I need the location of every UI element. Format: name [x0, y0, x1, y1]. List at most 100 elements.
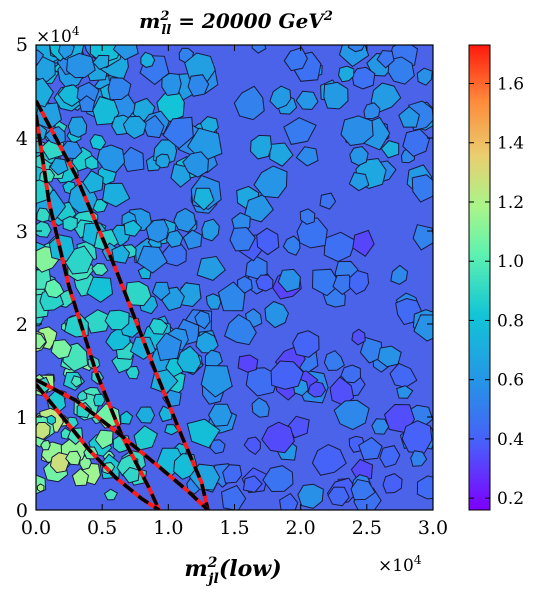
colorbar-tick-label: 1.6	[497, 75, 524, 95]
heatmap-cell	[67, 116, 88, 138]
heatmap-cell	[155, 332, 183, 362]
y-tick-label: 0	[16, 500, 28, 522]
heatmap-cell	[249, 134, 273, 160]
heatmap-cell	[243, 193, 274, 223]
heatmap-cell	[158, 405, 173, 423]
boundary-curve-dashed-0	[36, 99, 210, 510]
heatmap-cell	[135, 406, 156, 424]
heatmap-cell	[245, 255, 268, 280]
heatmap-cell	[389, 362, 418, 388]
heatmap-cell	[162, 241, 187, 267]
colorbar: 0.2 0.4 0.6 0.8 1.0 1.2 1.4 1.6	[468, 44, 524, 511]
heatmap-cell	[402, 128, 431, 157]
chart-title: m2 ll = 20000 GeV2	[139, 9, 333, 38]
y-tick-label: 2	[16, 314, 28, 336]
heatmap-cell	[82, 170, 104, 194]
heatmap-cell	[256, 227, 280, 256]
heatmap-cell	[371, 418, 390, 435]
heatmap-cell	[104, 309, 130, 331]
heatmap-cell	[319, 192, 337, 210]
heatmap-cell	[94, 429, 114, 450]
heatmap-cell	[36, 77, 54, 108]
colorbar-tick-label: 1.0	[497, 252, 524, 272]
boundary-curve-dashed-3	[36, 383, 161, 510]
heatmap-cell	[416, 67, 433, 86]
heatmap-cell	[277, 268, 301, 293]
heatmap-cell	[223, 313, 257, 346]
heatmap-cell	[279, 492, 299, 510]
heatmap-cell	[194, 310, 211, 330]
heatmap-cell	[311, 268, 341, 297]
heatmap-cell	[111, 244, 131, 264]
heatmap-cell	[380, 140, 400, 159]
heatmap-cell	[164, 424, 179, 436]
heatmap-cell	[66, 52, 96, 79]
colorbar-tick-label: 0.4	[497, 430, 524, 450]
heatmap-cell	[352, 229, 375, 257]
heatmap-cell	[36, 56, 56, 83]
heatmap-cell	[70, 375, 83, 388]
heatmap-cell	[91, 262, 109, 277]
heatmap-cell	[36, 483, 45, 493]
heatmap-cell	[243, 436, 261, 456]
heatmap-cell	[140, 51, 156, 68]
heatmap-cell	[46, 414, 57, 426]
y-multiplier-label: ×104	[36, 24, 80, 47]
heatmap-area	[35, 44, 434, 511]
colorbar-tick-label: 0.2	[497, 489, 524, 509]
heatmap-cell	[323, 350, 345, 371]
heatmap-cell	[348, 269, 370, 295]
heatmap-cell	[379, 445, 401, 468]
heatmap-cell	[233, 85, 265, 121]
heatmap-cell	[201, 218, 220, 242]
heatmap-cell	[136, 245, 168, 274]
heatmap-cell	[162, 116, 194, 150]
heatmap-cell	[311, 444, 347, 476]
heatmap-cell	[377, 345, 402, 368]
heatmap-cell	[107, 77, 132, 101]
heatmap-cell	[120, 410, 134, 425]
heatmap-cell	[173, 207, 197, 233]
heatmap-cell	[40, 439, 51, 451]
colorbar-tick-label: 1.2	[497, 193, 524, 213]
boundary-curve-dashed-2	[36, 378, 210, 510]
heatmap-cell	[222, 464, 243, 484]
heatmap-cell	[122, 466, 140, 484]
heatmap-cell	[295, 90, 319, 110]
heatmap-cell	[186, 418, 221, 449]
heatmap-cell	[416, 475, 433, 500]
heatmap-cell	[307, 381, 327, 398]
heatmap-cell	[269, 85, 292, 110]
y-tick-label: 5	[16, 34, 28, 56]
x-tick-label: 2.0	[286, 517, 316, 539]
heatmap-cell	[390, 264, 409, 285]
y-tick-label: 4	[16, 128, 28, 150]
x-tick-label: 1.0	[153, 517, 183, 539]
heatmap-cell	[101, 182, 131, 208]
heatmap-cell	[176, 345, 202, 374]
heatmap-cell	[283, 117, 317, 145]
heatmap-cell	[299, 208, 316, 225]
heatmap-cell	[92, 54, 110, 70]
heatmap-cell	[182, 151, 209, 178]
heatmap-cell	[376, 49, 395, 69]
heatmap-cell	[295, 146, 319, 167]
heatmap-cell	[196, 255, 226, 281]
heatmap-cell	[103, 488, 119, 501]
heatmap-cell	[347, 45, 365, 53]
heatmap-cell	[363, 102, 381, 120]
x-tick-label: 3.0	[418, 517, 448, 539]
x-tick-label: 0.5	[87, 517, 117, 539]
y-tick-label: 3	[16, 221, 28, 243]
heatmap-cell	[142, 114, 165, 139]
heatmap-cell	[292, 330, 320, 358]
heatmap-cell	[49, 452, 70, 474]
heatmap-cell	[84, 154, 99, 171]
heatmap-cell	[193, 187, 215, 211]
heatmap-cell	[36, 207, 51, 223]
x-multiplier-label: ×104	[378, 553, 422, 576]
heatmap-cell	[217, 281, 246, 312]
colorbar-tick-label: 0.8	[497, 311, 524, 331]
heatmap-cell	[209, 439, 226, 455]
